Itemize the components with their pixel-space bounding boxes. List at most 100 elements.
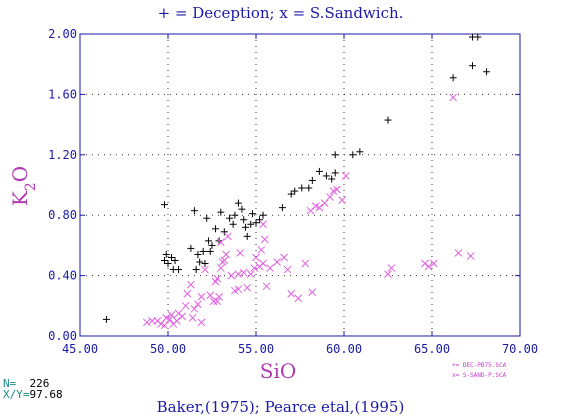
data-points [102,33,491,330]
deception-point [229,220,237,228]
deception-point [199,247,207,255]
sandwich-point [190,304,199,313]
sandwich-point [234,285,243,294]
sandwich-point [183,289,192,298]
sandwich-point [280,253,289,262]
sandwich-point [197,318,206,327]
sandwich-point [234,270,243,278]
legend-sandwich: x= S-SAND-P.SCA [452,372,507,379]
xy-stat: X/Y=97.68 [3,389,63,400]
grid-lines [80,34,520,336]
sandwich-point [315,203,324,212]
source-citation: Baker,(1975); Pearce etal,(1995) [156,398,405,416]
deception-point [196,258,204,266]
sandwich-point [424,262,433,271]
deception-point [259,211,267,219]
y-tick-label: 0.00 [48,329,77,343]
n-stat: N= 226 [3,378,49,389]
chart-title: + = Deception; x = S.Sandwich. [157,4,404,22]
sandwich-point [181,301,190,310]
sandwich-point [167,311,176,319]
sandwich-point [252,253,260,262]
deception-point [160,257,168,264]
deception-point [194,250,202,258]
deception-point [203,214,211,222]
deception-point [243,232,251,240]
deception-point [384,116,392,124]
deception-point [247,220,255,228]
y-tick-label: 2.00 [48,27,77,41]
sandwich-point [294,294,303,303]
sandwich-point [308,288,317,297]
sandwich-point [227,271,236,280]
sandwich-point [449,93,457,102]
deception-point [278,204,286,212]
sandwich-point [320,199,329,207]
sandwich-point [222,250,230,259]
deception-point [102,315,110,323]
sandwich-point [429,259,438,268]
sandwich-point [246,270,255,278]
xy-value: 97.68 [29,388,63,401]
deception-point [474,33,482,41]
sandwich-point [194,300,202,309]
y-tick-label: 1.60 [48,87,77,101]
deception-point [483,68,491,76]
deception-point [315,167,323,175]
sandwich-point [259,220,267,229]
deception-point [252,219,260,227]
x-tick-label: 65.00 [414,342,450,356]
sandwich-point [338,196,347,204]
y-tick-label: 0.40 [48,269,77,283]
y-tick-label: 0.80 [48,208,77,222]
sandwich-point [287,289,296,298]
plot-frame [79,33,521,337]
deception-point [356,148,364,156]
sandwich-point [273,258,281,266]
x-tick-label: 55.00 [238,342,274,356]
xy-label: X/Y= [3,388,30,401]
deception-point [190,207,198,215]
deception-point [328,175,336,183]
deception-point [287,190,295,198]
deception-point [241,223,249,231]
sandwich-point [341,172,350,180]
deception-point [331,169,339,177]
deception-point [212,225,220,233]
sandwich-point [257,246,266,254]
deception-point [349,151,357,159]
deception-point [201,260,209,268]
x-tick-label: 60.00 [326,342,362,356]
deception-point [256,216,264,224]
deception-point [298,184,306,192]
sandwich-point [197,292,206,301]
deception-point [331,151,339,159]
sandwich-point [236,249,245,257]
deception-point [248,210,256,218]
sandwich-point [326,193,334,201]
sandwich-point [216,264,225,272]
y-axis-label: K2O [8,166,39,206]
sandwich-point [306,206,315,215]
sandwich-point [266,264,274,272]
sandwich-point [160,321,169,330]
sandwich-point [209,297,218,306]
deception-point [308,176,316,184]
deception-point [305,184,313,192]
deception-point [238,205,246,213]
sandwich-point [201,265,209,274]
y-tick-labels: 0.00 0.40 0.80 1.20 1.60 2.00 [48,27,520,343]
deception-point [468,62,476,70]
y-tick-label: 1.20 [48,148,77,162]
x-tick-labels: 45.00 50.00 55.00 60.00 65.00 70.00 [62,34,538,356]
sandwich-point [178,312,186,321]
deception-point [187,244,195,252]
deception-point [162,250,170,258]
deception-point [171,257,179,264]
sandwich-point [262,282,271,291]
sandwich-point [143,318,151,327]
n-label: N= [3,377,17,390]
sandwich-point [220,256,229,265]
deception-point [226,214,234,222]
